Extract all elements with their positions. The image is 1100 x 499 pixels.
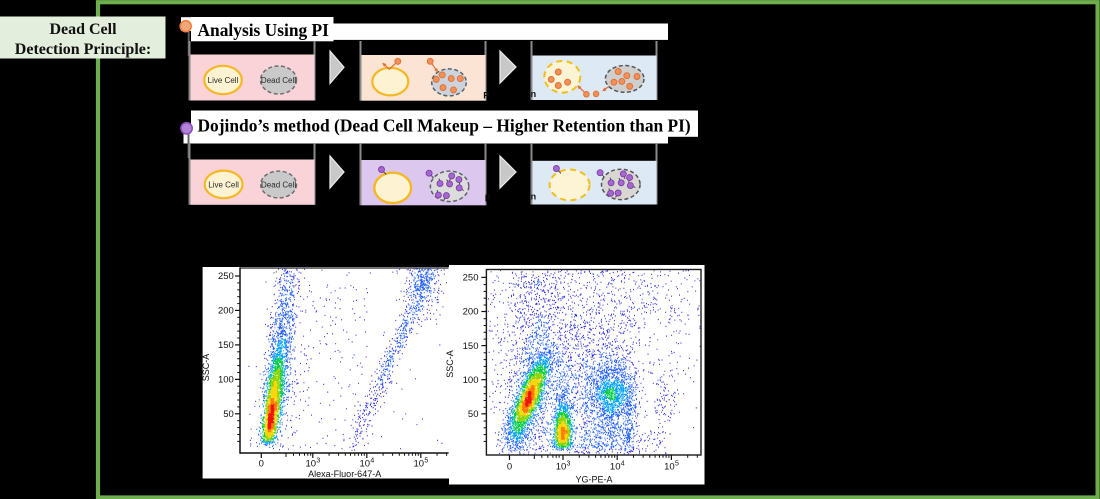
svg-text:10: 10 [360,459,371,470]
svg-text:4: 4 [370,458,374,465]
svg-text:10: 10 [556,462,567,473]
svg-text:n: n [531,192,537,202]
svg-text:YG-PE-A: YG-PE-A [575,475,612,485]
svg-text:10: 10 [414,459,425,470]
svg-text:P: P [483,91,489,101]
svg-text:p: p [485,192,491,202]
svg-text:150: 150 [218,340,234,351]
svg-text:3: 3 [567,461,571,468]
svg-text:3: 3 [316,458,320,465]
svg-text:SSC-A: SSC-A [201,354,211,382]
svg-text:Live Cell: Live Cell [208,180,239,189]
svg-text:200: 200 [463,307,479,318]
svg-text:100: 100 [463,375,479,386]
svg-text:250: 250 [218,271,234,282]
svg-text:150: 150 [463,341,479,352]
svg-text:Dead Cell: Dead Cell [261,181,296,190]
svg-text:100: 100 [218,375,234,386]
svg-text:10: 10 [306,459,317,470]
svg-text:10: 10 [610,462,621,473]
svg-text:Dojindo’s method (Dead Cell Ma: Dojindo’s method (Dead Cell Makeup – Hig… [198,116,691,136]
svg-text:250: 250 [463,273,479,284]
svg-text:50: 50 [468,409,479,420]
svg-text:SSC-A: SSC-A [445,350,455,378]
svg-text:0: 0 [507,462,512,473]
svg-text:Alexa-Fluor-647-A: Alexa-Fluor-647-A [308,469,381,479]
svg-text:0: 0 [259,459,264,470]
svg-text:Dead Cell: Dead Cell [49,21,117,38]
svg-text:Detection Principle:: Detection Principle: [15,41,151,58]
svg-text:200: 200 [218,306,234,317]
svg-text:Dead Cell: Dead Cell [261,76,296,85]
svg-text:Live Cell: Live Cell [208,76,239,85]
svg-text:5: 5 [424,458,428,465]
svg-text:10: 10 [664,462,675,473]
svg-text:n: n [531,89,537,99]
svg-text:4: 4 [621,461,625,468]
svg-text:5: 5 [675,461,679,468]
svg-text:50: 50 [223,409,234,420]
svg-text:Analysis Using PI: Analysis Using PI [198,20,330,40]
